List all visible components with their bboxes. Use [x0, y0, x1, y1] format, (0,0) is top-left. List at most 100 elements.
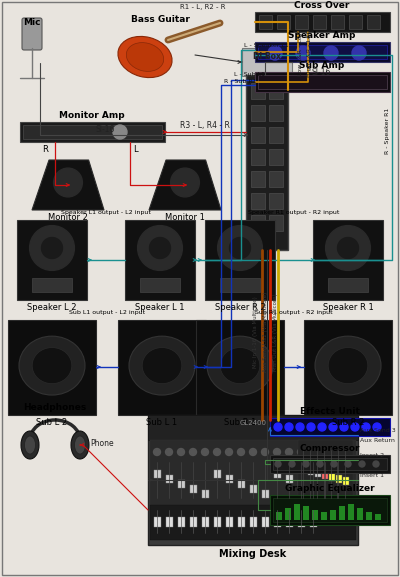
Text: Low L&R - L&R: Low L&R - L&R [298, 30, 302, 76]
Text: Compressor: Compressor [300, 444, 360, 453]
Bar [166, 475, 173, 483]
Bar [262, 490, 269, 498]
Text: L: L [133, 145, 137, 154]
Circle shape [154, 448, 160, 455]
Circle shape [238, 448, 244, 455]
Circle shape [170, 168, 199, 197]
FancyBboxPatch shape [22, 18, 42, 50]
Text: Sub L 2: Sub L 2 [36, 418, 68, 427]
Bar [270, 455, 390, 473]
Bar [367, 15, 380, 29]
Bar [258, 45, 387, 59]
Text: Mic: Mic [23, 18, 41, 27]
Polygon shape [149, 160, 221, 210]
Text: Speaker R 2: Speaker R 2 [215, 303, 265, 312]
Text: R - Speaker R1: R - Speaker R1 [385, 108, 390, 154]
Bar [178, 480, 185, 488]
Circle shape [190, 448, 196, 455]
Circle shape [296, 423, 304, 431]
Bar [304, 320, 392, 415]
Bar [202, 490, 209, 498]
Circle shape [322, 448, 328, 455]
Bar [214, 470, 221, 478]
Bar [336, 475, 342, 483]
Text: Sub L1 output - L2 input: Sub L1 output - L2 input [69, 310, 145, 315]
Bar [277, 15, 290, 29]
Bar [269, 127, 283, 143]
Bar [273, 498, 387, 522]
Circle shape [340, 423, 348, 431]
Text: Speaker L1 output - L2 input: Speaker L1 output - L2 input [61, 210, 151, 215]
Text: High L&R - L&R: High L&R - L&R [308, 29, 312, 77]
Bar [202, 517, 209, 527]
Text: Monitor 1: Monitor 1 [165, 213, 205, 222]
Bar [357, 508, 363, 520]
Circle shape [289, 461, 295, 467]
Text: Bass Guitar: Bass Guitar [130, 15, 190, 24]
Bar [251, 127, 265, 143]
Circle shape [362, 423, 370, 431]
Text: Cross Over: Cross Over [294, 1, 350, 10]
Bar [322, 490, 329, 498]
Bar [258, 75, 387, 89]
Bar [270, 495, 390, 525]
Bar [259, 15, 272, 29]
Bar [269, 193, 283, 209]
Bar [274, 517, 281, 527]
Bar [328, 278, 368, 292]
Circle shape [373, 461, 379, 467]
Bar [269, 171, 283, 187]
Text: Mixing Desk: Mixing Desk [219, 549, 287, 559]
Circle shape [30, 226, 74, 271]
Text: Speaker L 1: Speaker L 1 [135, 303, 185, 312]
Ellipse shape [142, 347, 182, 384]
Bar [220, 278, 260, 292]
Bar [269, 149, 283, 165]
Bar [285, 508, 291, 520]
Circle shape [274, 423, 282, 431]
Text: Sub L 1: Sub L 1 [146, 418, 178, 427]
Ellipse shape [24, 436, 36, 454]
Text: Insert 2: Insert 2 [360, 453, 384, 458]
Ellipse shape [21, 431, 39, 459]
Bar [303, 506, 309, 520]
Circle shape [303, 461, 309, 467]
Circle shape [337, 237, 359, 259]
Circle shape [351, 423, 359, 431]
Bar [23, 125, 162, 139]
Ellipse shape [71, 431, 89, 459]
Bar [334, 470, 341, 478]
Bar [251, 215, 265, 231]
Bar [298, 440, 353, 505]
Bar [140, 278, 180, 292]
Text: Speaker Amp: Speaker Amp [288, 31, 356, 40]
Bar [125, 220, 195, 300]
Bar [238, 517, 245, 527]
Bar [148, 415, 358, 545]
Text: SI-16: SI-16 [312, 68, 331, 77]
Circle shape [214, 448, 220, 455]
Bar [250, 485, 257, 493]
Bar [32, 278, 72, 292]
Bar [315, 469, 321, 477]
Text: Graphic Equalizer: Graphic Equalizer [285, 484, 375, 493]
Text: Monitor Amp: Monitor Amp [59, 111, 125, 120]
Circle shape [334, 448, 340, 455]
Circle shape [373, 423, 381, 431]
Text: Insert 1: Insert 1 [360, 473, 384, 478]
Bar [331, 15, 344, 29]
Ellipse shape [19, 336, 85, 395]
Text: Aux Send L&2 (Via Multicore): Aux Send L&2 (Via Multicore) [262, 292, 268, 372]
Bar [246, 75, 288, 250]
Circle shape [318, 423, 326, 431]
Circle shape [329, 423, 337, 431]
Circle shape [149, 237, 171, 259]
Text: Sub R 1: Sub R 1 [224, 418, 256, 427]
Bar [294, 504, 300, 520]
Text: Effects Unit: Effects Unit [300, 407, 360, 416]
Ellipse shape [220, 347, 260, 384]
Bar [269, 215, 283, 231]
Text: Monitor 2: Monitor 2 [48, 213, 88, 222]
Circle shape [285, 423, 293, 431]
Bar [178, 517, 185, 527]
